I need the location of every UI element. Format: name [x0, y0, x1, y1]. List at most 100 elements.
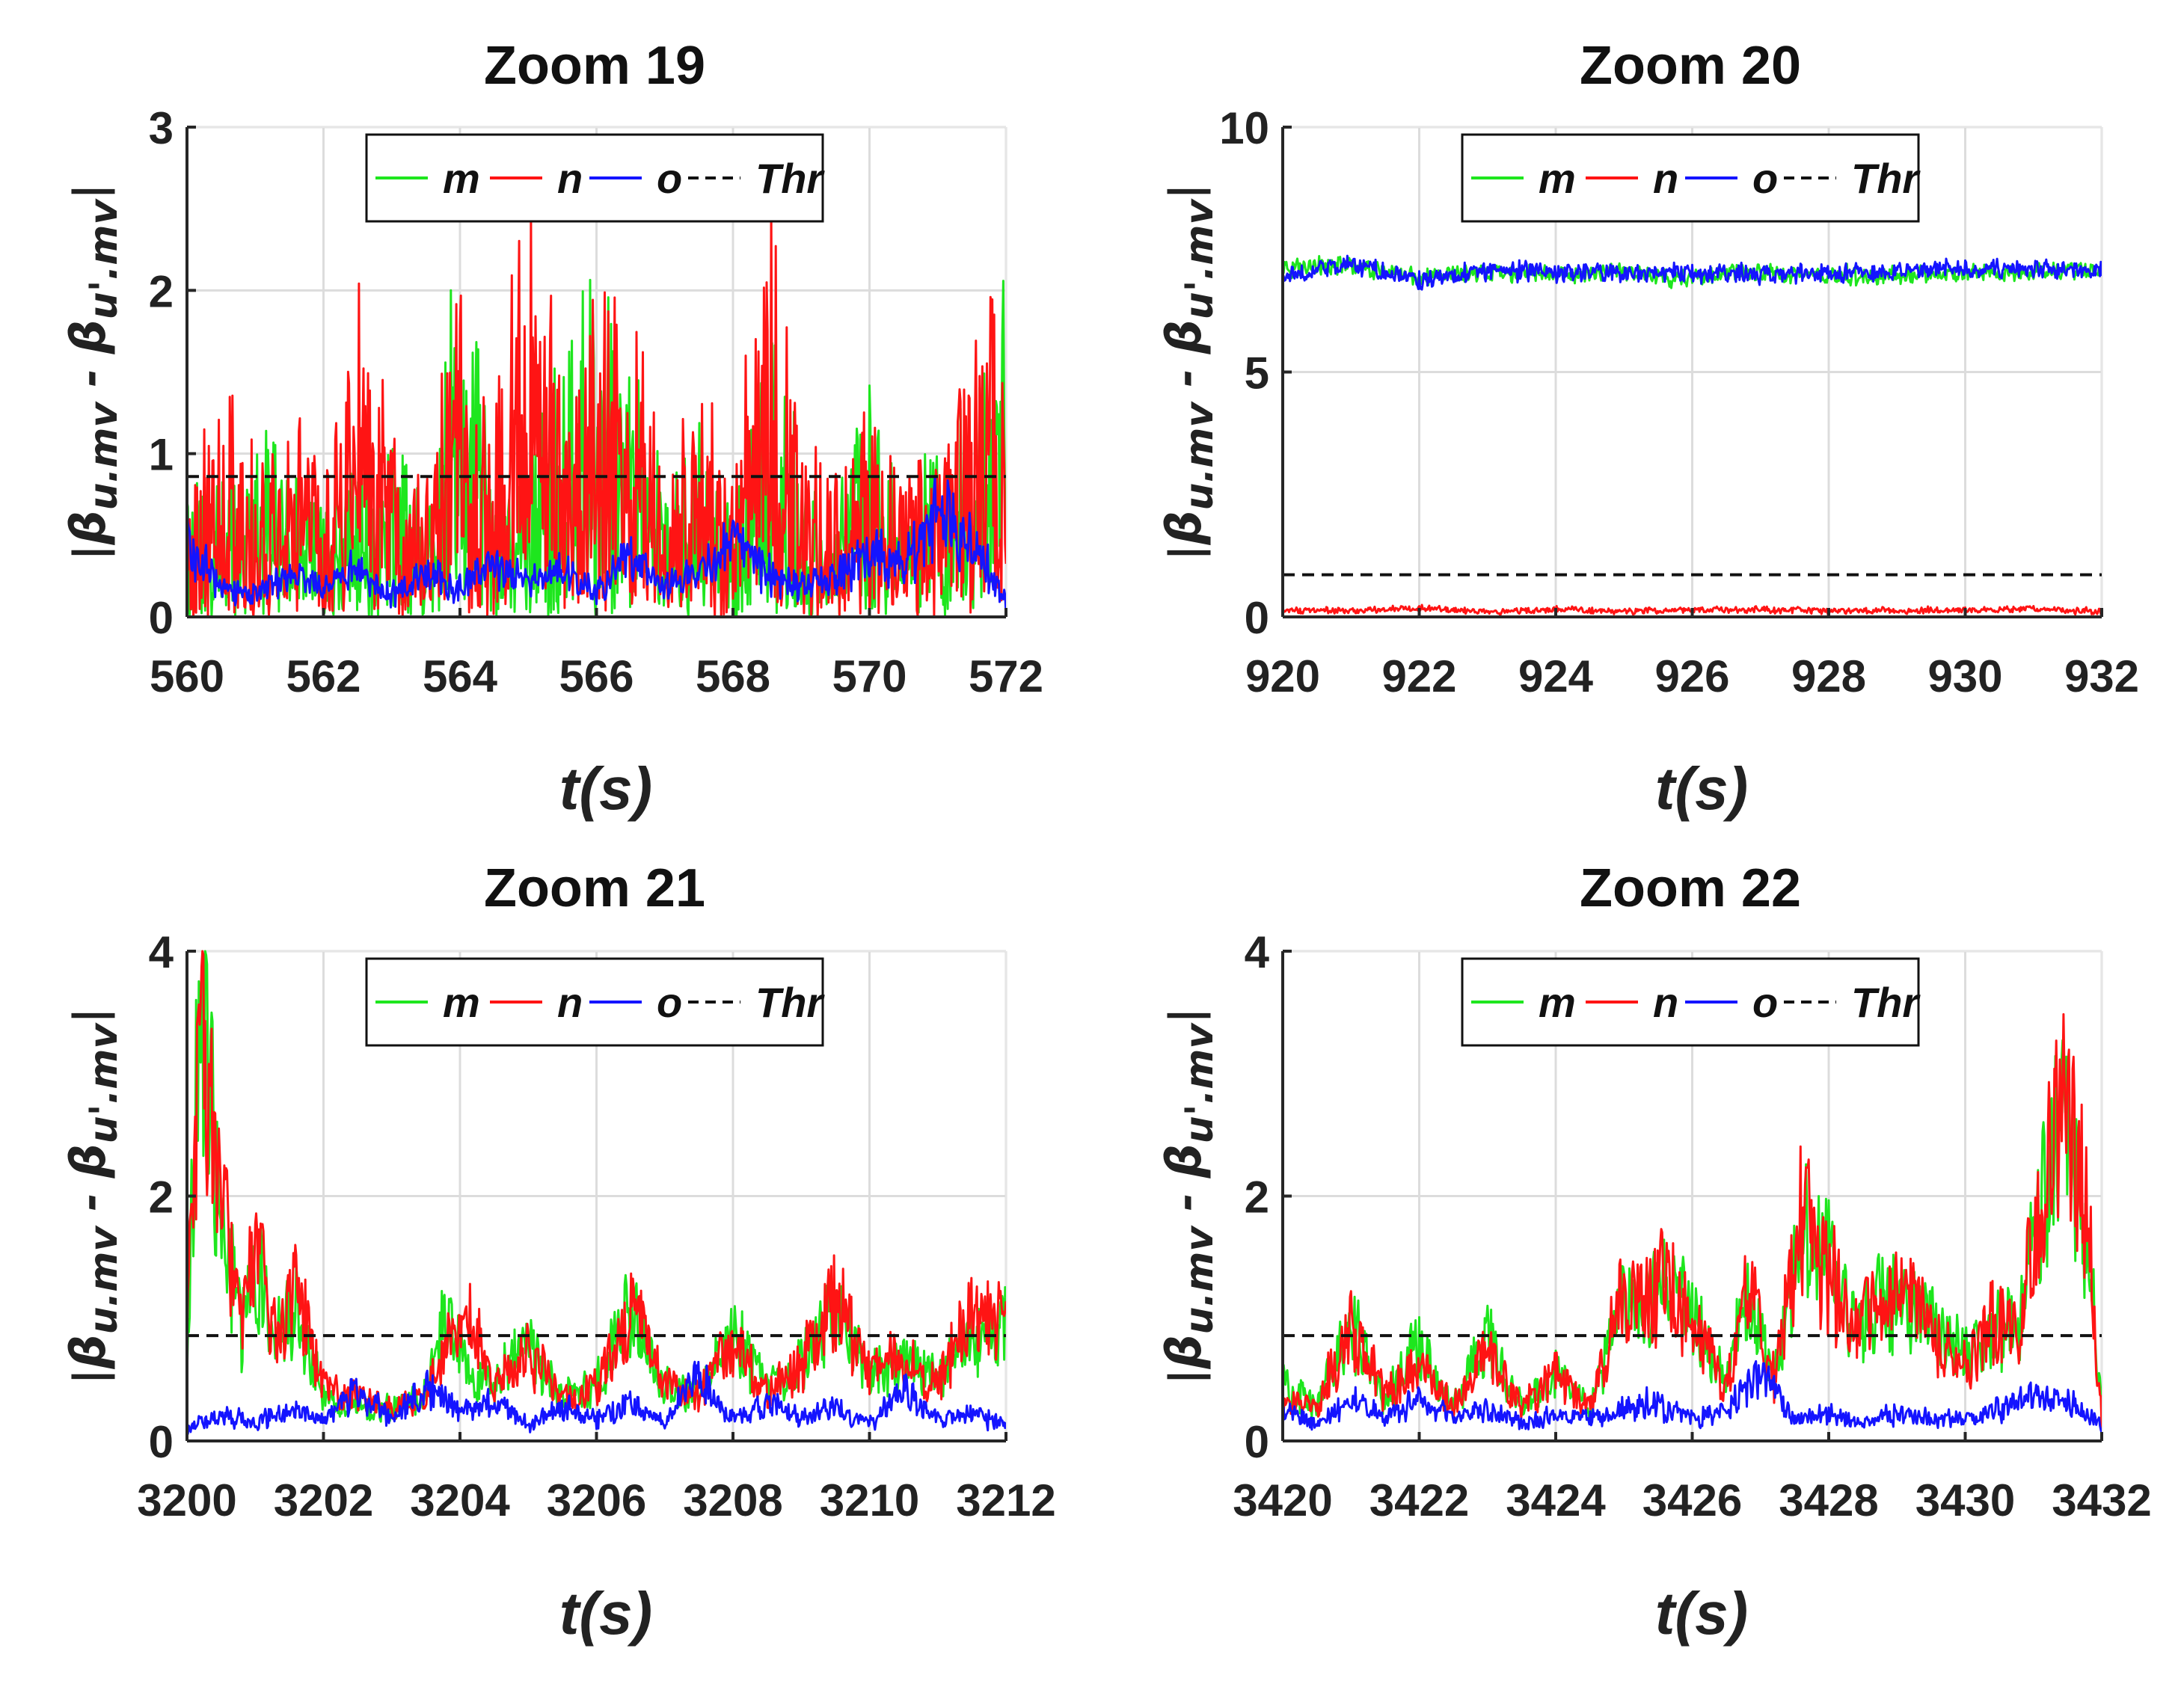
chart-title: Zoom 20 — [1580, 36, 1801, 96]
legend-label-Thr: Thr — [755, 155, 825, 202]
x-tick-label: 566 — [559, 651, 634, 701]
legend: m n o Thr — [1461, 133, 1921, 223]
legend-label-o: o — [657, 155, 682, 202]
y-tick-label: 0 — [149, 593, 174, 643]
legend-label-m: m — [443, 155, 480, 202]
series-line-o — [187, 1360, 1006, 1435]
y-label-part: β — [1157, 319, 1212, 354]
legend-label-Thr: Thr — [755, 979, 825, 1026]
legend-label-o: o — [1752, 155, 1778, 202]
x-tick-label: 3208 — [683, 1475, 782, 1525]
y-label-part: β — [61, 511, 117, 546]
y-label-part: | — [1160, 544, 1211, 560]
y-axis-label: |βu.mv - βu'.mv| — [61, 1007, 126, 1384]
y-label-part: | — [1160, 1368, 1211, 1384]
x-tick-label: 3206 — [547, 1475, 646, 1525]
x-tick-label: 3432 — [2052, 1475, 2151, 1525]
legend: m n o Thr — [1461, 957, 1921, 1047]
legend-label-n: n — [1653, 979, 1678, 1026]
legend-label-m: m — [443, 979, 480, 1026]
x-axis-label: t(s) — [559, 755, 652, 822]
legend: m n o Thr — [365, 133, 825, 223]
y-label-part: u'.mv — [82, 1022, 126, 1144]
y-label-part: | — [64, 1368, 115, 1384]
y-label-part: u'.mv — [1177, 1022, 1222, 1144]
y-label-part: u.mv — [1177, 1225, 1222, 1335]
y-tick-label: 4 — [149, 927, 174, 977]
x-tick-label: 3204 — [410, 1475, 510, 1525]
y-label-part: β — [1157, 511, 1212, 546]
y-label-part: - — [1160, 1178, 1211, 1226]
legend-label-m: m — [1539, 155, 1576, 202]
x-tick-label: 920 — [1245, 651, 1320, 701]
y-label-part: β — [61, 319, 117, 354]
y-tick-label: 4 — [1245, 927, 1270, 977]
chart-title: Zoom 21 — [484, 858, 705, 918]
x-tick-label: 932 — [2064, 651, 2139, 701]
y-label-part: β — [61, 1143, 117, 1178]
y-label-part: β — [1157, 1143, 1212, 1178]
y-tick-label: 1 — [149, 430, 174, 480]
x-tick-label: 926 — [1654, 651, 1729, 701]
y-label-part: - — [1160, 354, 1211, 402]
chart-title: Zoom 19 — [484, 36, 705, 96]
legend-label-o: o — [657, 979, 682, 1026]
x-tick-label: 3202 — [274, 1475, 373, 1525]
y-tick-label: 0 — [1245, 593, 1269, 643]
legend-label-Thr: Thr — [1851, 155, 1921, 202]
y-tick-label: 0 — [1245, 1417, 1269, 1467]
y-label-part: u'.mv — [1177, 198, 1222, 320]
y-tick-label: 2 — [149, 266, 174, 316]
series-line-o — [1283, 254, 2102, 291]
y-label-part: u'.mv — [82, 198, 126, 320]
x-tick-label: 3210 — [820, 1475, 919, 1525]
x-tick-label: 568 — [696, 651, 770, 701]
series-line-o — [187, 475, 1006, 615]
x-tick-label: 570 — [832, 651, 907, 701]
x-tick-label: 922 — [1381, 651, 1456, 701]
y-label-part: β — [61, 1335, 117, 1370]
x-tick-label: 560 — [150, 651, 224, 701]
y-tick-label: 0 — [149, 1417, 174, 1467]
x-tick-label: 3428 — [1779, 1475, 1878, 1525]
x-tick-label: 3212 — [956, 1475, 1055, 1525]
legend-label-m: m — [1539, 979, 1576, 1026]
x-tick-label: 562 — [286, 651, 361, 701]
x-tick-label: 3430 — [1915, 1475, 2015, 1525]
series-line-m — [1283, 1039, 2102, 1425]
series-line-o — [1283, 1359, 2102, 1433]
legend-label-n: n — [1653, 155, 1678, 202]
x-tick-label: 3200 — [137, 1475, 236, 1525]
y-label-part: | — [64, 183, 115, 199]
y-axis-label: |βu.mv - βu'.mv| — [61, 183, 126, 560]
x-tick-label: 3422 — [1369, 1475, 1469, 1525]
x-tick-label: 928 — [1791, 651, 1866, 701]
y-tick-label: 2 — [149, 1173, 174, 1223]
x-tick-label: 3424 — [1506, 1475, 1606, 1525]
chart-title: Zoom 22 — [1580, 858, 1801, 918]
legend: m n o Thr — [365, 957, 825, 1047]
chart-panel-3: 3200 3202 3204 3206 3208 3210 3212 0 2 4 Zoom 21 t(… — [61, 858, 1056, 1647]
y-label-part: - — [64, 354, 115, 402]
legend-label-Thr: Thr — [1851, 979, 1921, 1026]
x-axis-label: t(s) — [1655, 1580, 1748, 1647]
y-label-part: u.mv — [82, 401, 126, 511]
y-tick-label: 10 — [1219, 103, 1269, 153]
y-label-part: | — [1160, 1007, 1211, 1023]
y-tick-label: 3 — [149, 103, 174, 153]
x-tick-label: 930 — [1927, 651, 2002, 701]
y-axis-label: |βu.mv - βu'.mv| — [1157, 1007, 1222, 1384]
y-tick-label: 2 — [1245, 1173, 1269, 1223]
x-tick-label: 3426 — [1642, 1475, 1742, 1525]
x-tick-label: 564 — [423, 651, 498, 701]
x-tick-label: 924 — [1518, 651, 1594, 701]
legend-label-o: o — [1752, 979, 1778, 1026]
series-line-n — [187, 950, 1006, 1421]
legend-label-n: n — [557, 979, 583, 1026]
y-label-part: | — [64, 1007, 115, 1023]
legend-label-n: n — [557, 155, 583, 202]
series-line-n — [1283, 1012, 2102, 1429]
